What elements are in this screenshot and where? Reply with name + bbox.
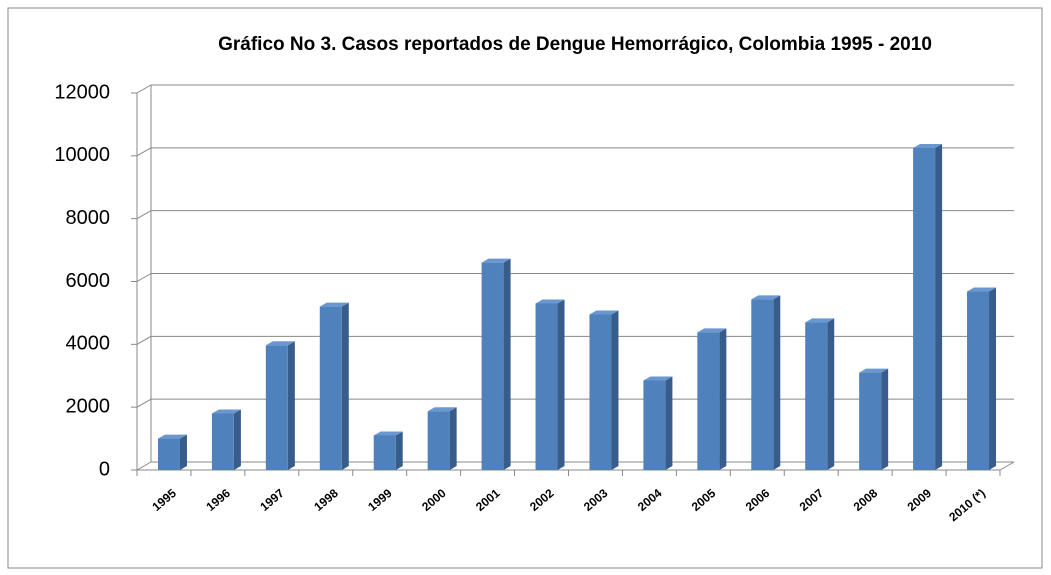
bar xyxy=(805,322,828,470)
bar xyxy=(913,147,936,470)
chart-border xyxy=(7,7,1043,569)
bar-side xyxy=(341,302,349,470)
bar-top xyxy=(751,295,781,300)
grid-line-side xyxy=(136,461,152,471)
bar xyxy=(427,411,450,470)
bar xyxy=(535,303,558,470)
bar-side xyxy=(233,409,241,470)
chart-title: Gráfico No 3. Casos reportados de Dengue… xyxy=(218,34,932,55)
y-tick-label: 2000 xyxy=(66,395,111,417)
bar xyxy=(481,262,504,470)
grid-line-side xyxy=(136,147,152,157)
grid-line-side xyxy=(136,335,152,345)
bar-side xyxy=(665,376,673,470)
bar-side xyxy=(773,295,781,470)
bar-top xyxy=(859,368,889,373)
grid-line-side xyxy=(136,273,152,282)
floor-edge xyxy=(999,461,1015,471)
bar-top xyxy=(967,287,997,292)
y-tick-label: 6000 xyxy=(66,270,111,292)
bar-side xyxy=(395,431,403,470)
bar xyxy=(697,332,720,470)
bar-side xyxy=(719,328,727,470)
bar-top xyxy=(211,409,241,414)
grid-line-side xyxy=(136,210,152,220)
bar-side xyxy=(827,318,835,470)
bar-top xyxy=(643,376,673,381)
bar xyxy=(751,299,774,470)
bar xyxy=(643,380,666,470)
bar-side xyxy=(935,143,943,470)
y-tick-label: 0 xyxy=(99,458,110,480)
bar-top xyxy=(265,341,295,346)
bar-side xyxy=(989,287,997,470)
bar xyxy=(157,438,180,470)
bar-top xyxy=(319,302,349,307)
bar xyxy=(373,435,396,470)
bar-side xyxy=(287,341,295,470)
grid-line-side xyxy=(136,84,152,94)
y-tick-label: 4000 xyxy=(66,333,111,355)
bar-side xyxy=(503,258,511,470)
bar-top xyxy=(373,431,403,436)
bar-side xyxy=(449,407,457,470)
bar xyxy=(859,372,882,470)
bar-top xyxy=(805,318,835,323)
bar-side xyxy=(179,434,187,470)
bar xyxy=(589,314,612,470)
bar-top xyxy=(697,328,727,333)
bar-top xyxy=(913,143,943,148)
bar-top xyxy=(427,407,457,412)
y-tick-label: 10000 xyxy=(54,144,110,166)
y-tick-label: 12000 xyxy=(54,81,110,103)
bar xyxy=(967,291,990,470)
bar-top xyxy=(481,258,511,263)
bar-top xyxy=(535,299,565,304)
y-tick-label: 8000 xyxy=(66,207,111,229)
grid-line-side xyxy=(136,398,152,408)
bar-side xyxy=(557,299,565,470)
bar-top xyxy=(157,434,187,439)
bar-top xyxy=(589,310,619,315)
bar xyxy=(211,413,234,470)
bar-side xyxy=(611,310,619,470)
bar xyxy=(319,306,342,470)
bar-side xyxy=(881,368,889,470)
bar xyxy=(265,345,288,470)
